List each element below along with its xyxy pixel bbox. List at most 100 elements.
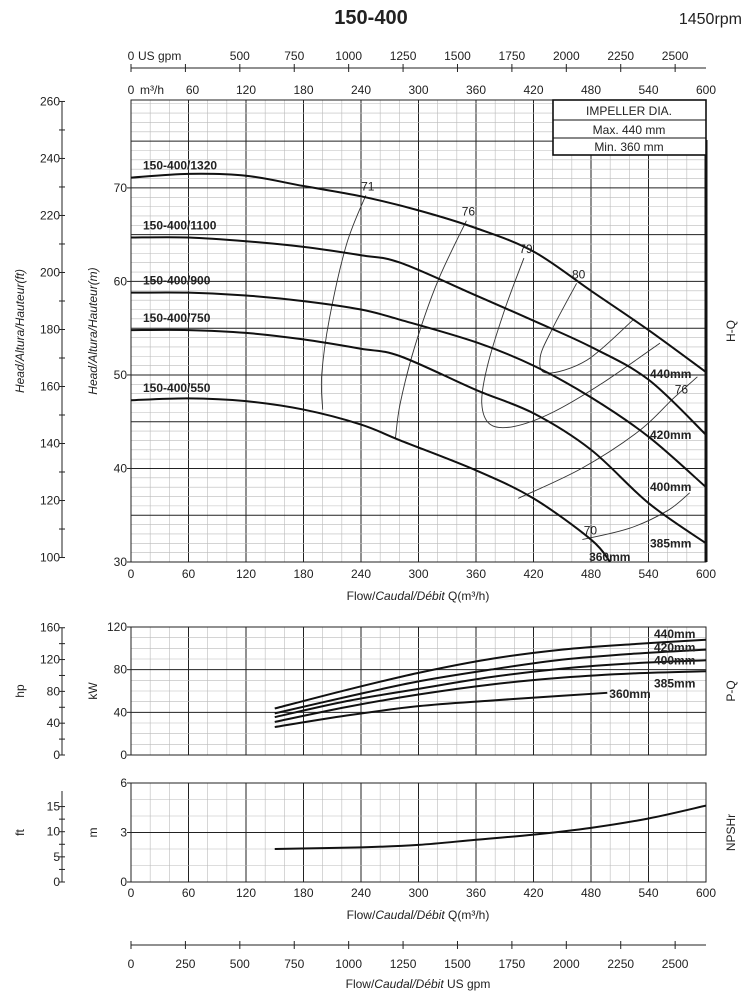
y2-tick-label: 5 [53,850,60,864]
series-line [131,291,706,488]
curve-name-label: 150-400/1320 [143,159,217,173]
y-tick-label: 0 [120,875,127,889]
x-tick-label: 180 [293,886,313,900]
diameter-label: 385mm [650,536,691,550]
y2-tick-label: 0 [53,875,60,889]
x-tick-label: 0 [128,886,135,900]
y-axis-title: Head/Altura/Hauteur(m) [86,267,100,394]
x-axis-title-part: Flow/ [347,589,376,603]
y2-tick-label: 180 [40,322,60,336]
y-tick-label: 80 [114,663,128,677]
top-gpm-tick-label: 1500 [444,49,471,63]
x-axis-title-part: Q(m³/h) [445,589,490,603]
panel-hq [59,99,707,563]
bottom-gpm-tick-label: 500 [230,957,250,971]
bottom-gpm-tick-label: 1250 [390,957,417,971]
y2-tick-label: 240 [40,151,60,165]
impeller-dia-box [552,99,707,156]
y-tick-label: 30 [114,555,128,569]
top-m3h-unit: m³/h [140,83,164,97]
y-tick-label: 50 [114,368,128,382]
y-tick-label: 40 [114,461,128,475]
y-tick-label: 3 [120,826,127,840]
y-axis-title: kW [86,682,100,700]
series-line [274,670,706,723]
y2-tick-label: 100 [40,551,60,565]
series-line [131,172,706,373]
top-gpm-tick-label: 2500 [662,49,689,63]
x-tick-label: 120 [236,567,256,581]
x-axis-title: Flow/Caudal/Débit Q(m³/h) [347,908,490,922]
top-m3h-tick-label: 60 [186,83,200,97]
x-axis-title-part: Caudal/Débit [375,589,445,603]
x-tick-label: 240 [351,567,371,581]
impeller-box-frame [552,99,707,156]
diameter-label: 440mm [650,367,691,381]
y-tick-label: 60 [114,274,128,288]
top-m3h-tick-label: 300 [408,83,428,97]
curve-name-label: 150-400/900 [143,274,211,288]
x-tick-label: 480 [581,886,601,900]
top-m3h-tick-label: 360 [466,83,486,97]
bottom-gpm-tick-label: 750 [284,957,304,971]
bottom-gpm-tick-label: 1000 [335,957,362,971]
bottom-gpm-tick-label: 250 [175,957,195,971]
efficiency-contour [582,492,690,540]
y-tick-label: 6 [120,776,127,790]
series-line [274,659,706,719]
y-axis-title: m [86,828,100,838]
top-gpm-tick-label: 1750 [499,49,526,63]
efficiency-contour [320,195,367,410]
impeller-min: Min. 360 mm [594,140,663,154]
diameter-label: 360mm [589,550,630,564]
y2-tick-label: 120 [40,653,60,667]
bottom-gpm-tick-label: 1500 [444,957,471,971]
bottom-gpm-tick-label: 2500 [662,957,689,971]
gpm-axis-title-part: Caudal/Débit [374,977,444,991]
curve-name-label: 150-400/1100 [143,218,217,232]
x-tick-label: 360 [466,567,486,581]
y-tick-label: 0 [120,748,127,762]
diameter-label: 400mm [654,653,695,667]
x-tick-label: 540 [638,886,658,900]
diameter-label: 360mm [609,687,650,701]
y2-tick-label: 40 [47,716,61,730]
top-gpm-tick-label: 0 [128,49,135,63]
x-tick-label: 60 [182,886,196,900]
efficiency-label: 76 [675,382,689,396]
series-line [274,691,608,729]
x-tick-label: 180 [293,567,313,581]
bottom-gpm-tick-label: 0 [128,957,135,971]
impeller-box-title: IMPELLER DIA. [586,104,672,118]
x-tick-label: 0 [128,567,135,581]
top-gpm-tick-label: 1000 [335,49,362,63]
x-tick-label: 360 [466,886,486,900]
efficiency-label: 76 [462,205,476,219]
series-line [131,397,611,562]
x-axis-title-part: Caudal/Débit [375,908,445,922]
efficiency-label: 70 [584,524,598,538]
top-m3h-tick-label: 420 [523,83,543,97]
plot-frame [130,626,707,756]
efficiency-label: 71 [361,179,375,193]
x-tick-label: 480 [581,567,601,581]
x-axis-title-part: Flow/ [347,908,376,922]
diameter-label: 420mm [650,428,691,442]
diameter-label: 440mm [654,627,695,641]
panel-pq [59,626,707,756]
top-m3h-tick-label: 180 [293,83,313,97]
y2-tick-label: 10 [47,825,61,839]
efficiency-contour [481,257,661,429]
y2-tick-label: 200 [40,265,60,279]
top-m3h-tick-label: 600 [696,83,716,97]
efficiency-label: 79 [519,242,533,256]
y-tick-label: 70 [114,181,128,195]
y2-tick-label: 120 [40,494,60,508]
gpm-axis-title: Flow/Caudal/Débit US gpm [346,977,491,991]
top-gpm-tick-label: 2250 [607,49,634,63]
y2-tick-label: 220 [40,208,60,222]
series-line [274,638,706,710]
x-axis-title-part: Q(m³/h) [445,908,490,922]
efficiency-contour [517,376,698,499]
